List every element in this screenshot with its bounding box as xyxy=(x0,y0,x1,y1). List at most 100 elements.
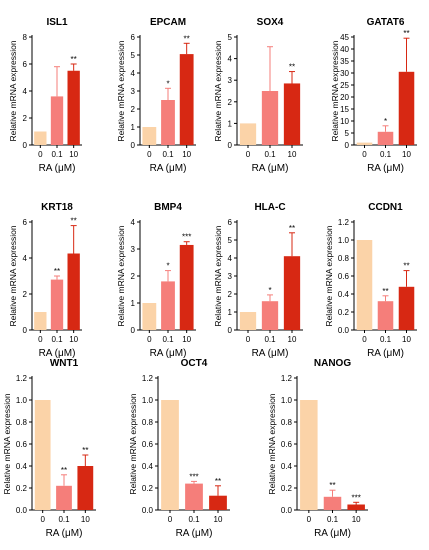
significance-mark: ** xyxy=(184,34,190,43)
bar-0.1 xyxy=(161,100,175,145)
y-tick-label: 5 xyxy=(131,51,136,60)
significance-mark: ** xyxy=(215,477,221,486)
x-axis-label: RA (μM) xyxy=(367,163,404,174)
x-tick-label: 10 xyxy=(402,335,411,344)
x-tick-label: 0.1 xyxy=(264,335,276,344)
chart-title: ISL1 xyxy=(46,17,68,28)
x-tick-label: 10 xyxy=(352,515,361,524)
chart-panel-bmp4: BMP4 0 1 2 3 4 Relative mRNA expression 0 * 0.1 **… xyxy=(116,202,196,359)
significance-mark: ** xyxy=(403,29,409,38)
x-axis-label: RA (μM) xyxy=(39,348,76,359)
significance-mark: ** xyxy=(403,262,409,271)
y-axis-label: Relative mRNA expression xyxy=(116,225,126,326)
x-tick-label: 0 xyxy=(38,335,43,344)
y-tick-label: 0.6 xyxy=(338,272,350,281)
y-tick-label: 4 xyxy=(23,87,28,96)
y-tick-label: 1 xyxy=(228,119,233,128)
x-tick-label: 10 xyxy=(69,335,78,344)
y-tick-label: 0.2 xyxy=(16,484,28,493)
bar-10 xyxy=(398,71,415,145)
significance-mark: * xyxy=(166,79,169,88)
y-tick-label: 0.4 xyxy=(16,462,28,471)
y-tick-label: 25 xyxy=(340,81,349,90)
x-tick-label: 10 xyxy=(402,150,411,159)
x-axis-label: RA (μM) xyxy=(367,348,404,359)
y-tick-label: 0.6 xyxy=(281,440,293,449)
y-tick-label: 2 xyxy=(23,114,28,123)
bar-0 xyxy=(34,400,51,510)
y-tick-label: 1 xyxy=(131,123,136,132)
y-tick-label: 2 xyxy=(228,98,233,107)
x-tick-label: 0.1 xyxy=(51,150,63,159)
y-tick-label: 0.0 xyxy=(281,506,293,515)
x-tick-label: 0 xyxy=(246,335,251,344)
y-axis-label: Relative mRNA expression xyxy=(8,40,18,141)
y-axis-label: Relative mRNA expression xyxy=(116,40,126,141)
x-tick-label: 0.1 xyxy=(51,335,63,344)
y-tick-label: 30 xyxy=(340,69,349,78)
y-tick-label: 0 xyxy=(228,141,233,150)
bar-10 xyxy=(179,54,194,145)
y-axis-label: Relative mRNA expression xyxy=(128,393,138,494)
bar-10 xyxy=(67,253,80,330)
bar-0.1 xyxy=(185,483,203,510)
y-tick-label: 0.4 xyxy=(338,290,350,299)
chart-panel-isl1: ISL1 0 2 4 6 8 Relative mRNA expression 0 0.1 ** 1… xyxy=(8,17,82,174)
x-tick-label: 10 xyxy=(288,335,297,344)
y-tick-label: 0.6 xyxy=(142,440,154,449)
y-tick-label: 6 xyxy=(23,218,28,227)
y-tick-label: 1.2 xyxy=(281,374,293,383)
y-tick-label: 2 xyxy=(131,272,136,281)
y-tick-label: 0 xyxy=(131,326,136,335)
chart-panel-wnt1: WNT1 0.0 0.2 0.4 0.6 0.8 1.0 1.2 Relative mRNA e… xyxy=(2,358,96,539)
chart-panel-ccdn1: CCDN1 0.0 0.2 0.4 0.6 0.8 1.0 1.2 Relative mRNA … xyxy=(324,202,417,359)
y-tick-label: 0.0 xyxy=(16,506,28,515)
y-tick-label: 4 xyxy=(228,55,233,64)
x-tick-label: 0.1 xyxy=(58,515,70,524)
bar-0.1 xyxy=(377,301,394,330)
y-tick-label: 1.0 xyxy=(142,396,154,405)
x-tick-label: 10 xyxy=(182,150,191,159)
x-tick-label: 10 xyxy=(214,515,223,524)
chart-panel-krt18: KRT18 0 2 4 6 Relative mRNA expression 0 ** 0.1 *… xyxy=(8,202,82,359)
x-tick-label: 0.1 xyxy=(380,335,392,344)
y-tick-label: 0.2 xyxy=(338,308,350,317)
y-tick-label: 0.8 xyxy=(16,418,28,427)
y-tick-label: 0.2 xyxy=(142,484,154,493)
bar-10 xyxy=(283,83,301,145)
bar-0 xyxy=(239,123,257,145)
bar-0.1 xyxy=(261,301,279,330)
bar-0.1 xyxy=(377,131,394,145)
significance-mark: * xyxy=(384,117,387,126)
y-axis-label: Relative mRNA expression xyxy=(213,40,223,141)
y-tick-label: 4 xyxy=(23,254,28,263)
significance-mark: ** xyxy=(289,63,295,72)
y-axis-label: Relative mRNA expression xyxy=(2,393,12,494)
chart-title: EPCAM xyxy=(150,17,186,28)
y-tick-label: 20 xyxy=(340,93,349,102)
y-tick-label: 0.0 xyxy=(338,326,350,335)
bar-0 xyxy=(300,400,318,510)
chart-title: OCT4 xyxy=(181,358,208,369)
y-tick-label: 0.0 xyxy=(142,506,154,515)
y-tick-label: 4 xyxy=(131,69,136,78)
y-tick-label: 0.4 xyxy=(281,462,293,471)
y-tick-label: 5 xyxy=(345,129,350,138)
y-tick-label: 6 xyxy=(228,218,233,227)
bar-0 xyxy=(356,240,373,330)
significance-mark: *** xyxy=(182,233,191,242)
x-tick-label: 0 xyxy=(147,150,152,159)
x-tick-label: 0.1 xyxy=(162,335,174,344)
y-tick-label: 6 xyxy=(23,60,28,69)
y-tick-label: 0 xyxy=(228,326,233,335)
chart-title: GATAT6 xyxy=(367,17,405,28)
x-axis-label: RA (μM) xyxy=(39,163,76,174)
bar-10 xyxy=(67,70,80,145)
bar-10 xyxy=(77,466,94,510)
y-axis-label: Relative mRNA expression xyxy=(330,40,340,141)
chart-title: SOX4 xyxy=(257,17,284,28)
bar-0 xyxy=(356,142,373,145)
bar-0.1 xyxy=(161,281,175,330)
significance-mark: * xyxy=(268,286,271,295)
